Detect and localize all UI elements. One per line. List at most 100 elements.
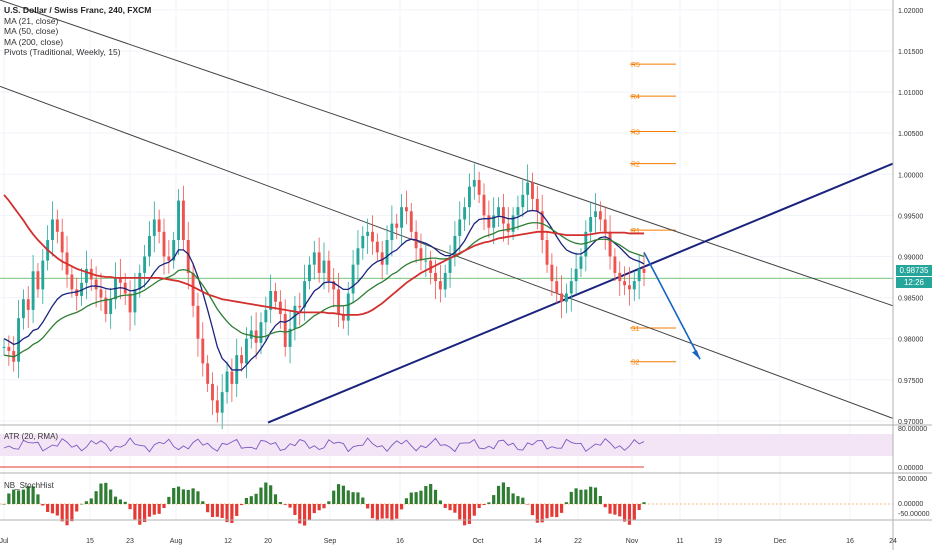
hist-bar: [535, 504, 539, 523]
hist-bar: [269, 485, 273, 504]
x-tick-label: Nov: [626, 538, 639, 545]
hist-legend[interactable]: NB_StochHist: [4, 481, 54, 490]
candle-body: [225, 371, 229, 393]
candle-body: [419, 248, 423, 261]
candle-body: [371, 231, 374, 242]
hist-bar: [147, 504, 152, 517]
pivot-label: R2: [631, 162, 640, 169]
candle-body: [206, 363, 210, 384]
candle-body: [497, 207, 500, 216]
hist-bar: [501, 482, 505, 504]
candle-body: [148, 235, 151, 257]
candle-body: [598, 211, 602, 220]
candle-body: [21, 299, 25, 319]
hist-bar: [230, 504, 234, 523]
candle-body: [366, 231, 370, 236]
candle-body: [317, 252, 321, 273]
candle-body: [531, 182, 534, 199]
hist-bar: [273, 494, 278, 504]
candle-body: [535, 198, 539, 212]
hist-bar: [225, 504, 229, 523]
hist-bar: [623, 504, 627, 522]
candle-body: [351, 264, 355, 294]
candle-body: [7, 346, 11, 352]
hist-bar: [21, 489, 25, 504]
candle-body: [501, 207, 505, 224]
x-tick-label: Oct: [473, 538, 484, 545]
hist-bar: [113, 496, 118, 504]
y-tick-label: 0.97000: [898, 419, 923, 426]
hist-bar: [278, 502, 282, 504]
candle-body: [618, 272, 622, 282]
grid-layer: [0, 0, 894, 520]
projection-arrow: [643, 251, 701, 360]
candle-body: [138, 272, 142, 290]
candle-body: [453, 235, 457, 257]
hist-bar: [496, 485, 501, 504]
hist-bar: [414, 492, 418, 504]
candle-body: [26, 299, 30, 310]
hist-bar: [75, 504, 79, 512]
candle-body: [613, 256, 617, 273]
candle-body: [637, 268, 641, 282]
hist-bar: [65, 504, 69, 526]
hist-bar: [370, 504, 375, 519]
ma-layer: [3, 194, 645, 371]
indicator-ma21[interactable]: MA (21, close): [4, 15, 59, 26]
y-tick-label: 1.00000: [898, 172, 923, 179]
candle-body: [438, 281, 442, 290]
hist-tick-label: -50.00000: [898, 511, 930, 518]
candle-body: [172, 240, 176, 261]
candle-body: [327, 260, 331, 282]
candle-body: [104, 297, 108, 315]
hist-bar: [390, 504, 394, 521]
uptrend-line: [267, 162, 894, 424]
channel-layer: [0, 0, 894, 424]
channel-lower: [0, 85, 894, 419]
candle-body: [249, 330, 253, 339]
hist-bar: [569, 491, 573, 504]
candle-body: [201, 338, 205, 364]
hist-bar: [46, 504, 50, 512]
hist-bar: [429, 483, 433, 504]
candle-body: [395, 223, 399, 228]
hist-bar: [55, 504, 59, 516]
candle-body: [99, 289, 103, 298]
indicator-pivots[interactable]: Pivots (Traditional, Weekly, 15): [4, 47, 121, 57]
pivot-label: R1: [631, 228, 640, 235]
hist-bar: [448, 504, 452, 511]
candle-body: [584, 231, 588, 257]
hist-bar: [458, 504, 462, 520]
x-tick-label: 16: [396, 538, 404, 545]
candle-body: [550, 264, 554, 282]
hist-bar: [128, 504, 132, 510]
hist-bar: [637, 504, 641, 510]
candle-body: [75, 289, 79, 296]
candle-body: [463, 207, 467, 220]
candle-body: [608, 231, 612, 257]
indicator-ma50[interactable]: MA (50, close): [4, 26, 59, 36]
candle-body: [167, 256, 171, 261]
y-tick-label: 0.99500: [898, 213, 923, 220]
hist-bar: [550, 504, 554, 517]
candle-body: [579, 256, 583, 269]
x-tick-label: 15: [86, 538, 94, 545]
indicator-ma200[interactable]: MA (200, close): [4, 36, 64, 47]
candle-body: [632, 281, 636, 290]
hist-bar: [366, 504, 370, 509]
hist-bar: [492, 495, 496, 504]
candle-body: [264, 309, 268, 323]
candle-body: [269, 291, 273, 310]
y-tick-label: 1.01500: [898, 49, 923, 56]
y-tick-label: 1.02000: [898, 8, 923, 15]
ma-line: [3, 194, 644, 316]
hist-bar: [511, 493, 515, 504]
hist-bar: [409, 492, 413, 504]
hist-bar: [2, 504, 6, 505]
ma-line: [3, 222, 645, 358]
candle-body: [55, 219, 59, 232]
hist-bar: [298, 504, 302, 524]
atr-legend[interactable]: ATR (20, RMA): [4, 432, 59, 441]
